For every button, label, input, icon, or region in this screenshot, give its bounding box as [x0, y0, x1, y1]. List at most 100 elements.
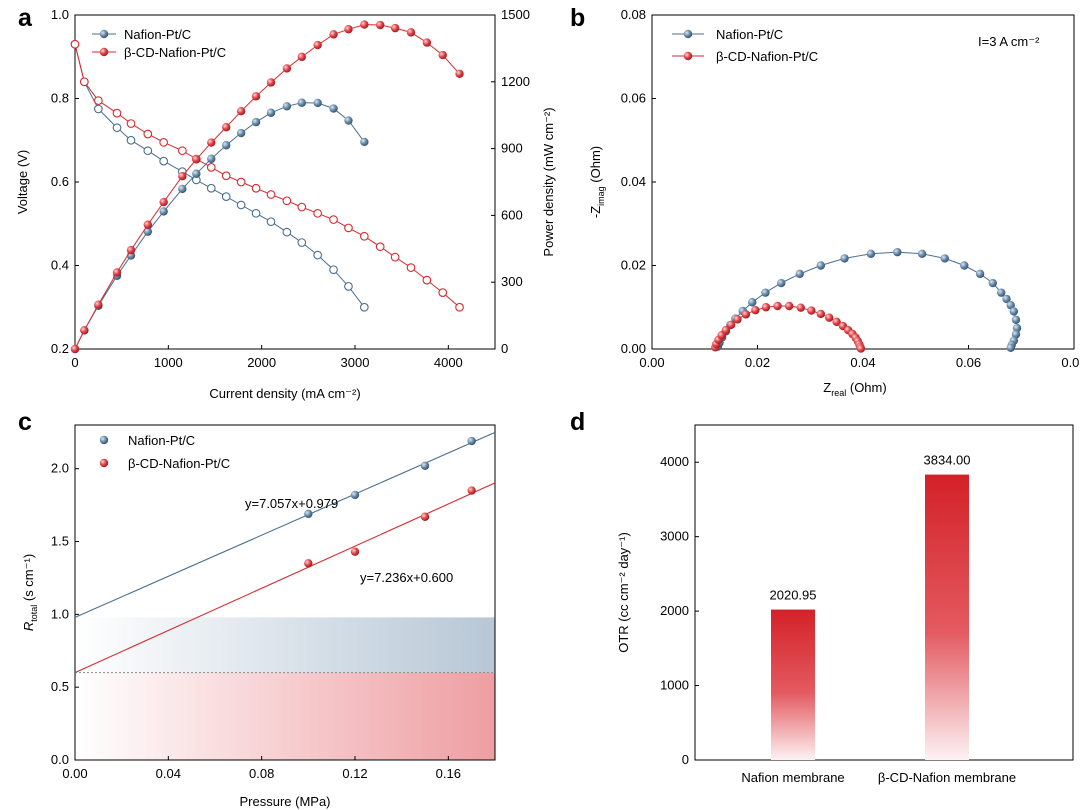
data-point-a: [236, 106, 246, 116]
legend-marker-a: [99, 47, 109, 57]
data-point-a: [221, 171, 231, 181]
y-tick-label-b: 0.02: [621, 258, 646, 273]
series-line-a: [74, 24, 460, 350]
x-tick-label-a: 3000: [341, 355, 370, 370]
data-point-a: [126, 135, 136, 145]
data-point-b: [816, 309, 825, 319]
plot-frame-b: [651, 14, 1075, 350]
bar-value-label-d: 2020.95: [770, 588, 817, 603]
y-tick-label-c: 1.0: [51, 606, 69, 621]
data-point-a: [207, 138, 216, 147]
data-point-b: [807, 306, 816, 315]
data-point-a: [251, 117, 261, 127]
data-point-a: [251, 208, 261, 218]
panel-label-d: d: [570, 408, 585, 436]
series-line-a: [74, 44, 365, 308]
data-point-b: [796, 303, 805, 312]
data-point-a: [360, 20, 369, 29]
y-tick-label-a: 0.6: [51, 174, 69, 189]
data-point-a: [126, 245, 136, 255]
data-point-a: [297, 52, 306, 62]
data-point-a: [178, 172, 187, 181]
data-point-b: [777, 278, 786, 288]
plot-frame-d: [694, 424, 1074, 761]
data-point-c: [304, 559, 313, 568]
y-tick-label-c: 0.0: [51, 752, 69, 767]
data-point-b: [761, 288, 770, 297]
y2-axis-label-a: Power density (mW cm⁻²): [541, 107, 556, 256]
x-tick-label-c: 0.12: [342, 766, 367, 781]
data-point-a: [329, 104, 338, 113]
data-point-b: [795, 269, 804, 279]
data-point-a: [159, 156, 169, 166]
data-point-b: [940, 254, 949, 263]
data-point-b: [784, 301, 794, 311]
data-point-b: [856, 344, 866, 353]
y-tick-label-d: 1000: [660, 678, 689, 693]
y2-tick-label-a: 1500: [501, 7, 530, 22]
y-tick-label-c: 2.0: [51, 461, 69, 476]
data-point-a: [159, 207, 168, 216]
panel-b: b 0.00 0.02 0.04 0.06 0.08 0.00 0.02 0.04 0.06 0.0…: [570, 4, 1080, 398]
data-point-a: [406, 28, 416, 37]
data-point-a: [390, 23, 400, 33]
y-tick-label-b: 0.04: [621, 174, 646, 189]
data-point-a: [282, 227, 292, 237]
legend-label-b: Nafion-Pt/C: [716, 27, 783, 42]
data-point-a: [192, 155, 201, 164]
y2-tick-label-a: 1200: [501, 74, 530, 89]
data-point-a: [192, 169, 201, 178]
data-point-a: [177, 146, 187, 156]
data-point-a: [282, 64, 292, 73]
panel-d: d 0 1000 2000 3000 4000 OTR (cc cm⁻² day⁻¹) 202…: [570, 408, 1074, 785]
legend-label-c: β-CD-Nafion-Pt/C: [128, 456, 230, 471]
data-point-a: [207, 154, 216, 164]
x-tick-label-a: 1000: [154, 355, 183, 370]
data-point-a: [112, 268, 122, 277]
x-axis-label-c: Pressure (MPa): [239, 794, 330, 809]
data-point-a: [206, 183, 216, 193]
series-line-a: [74, 102, 365, 350]
data-point-a: [112, 108, 122, 118]
panel-label-b: b: [570, 4, 585, 32]
y-tick-label-b: 0.00: [621, 341, 646, 356]
legend-label-a: β-CD-Nafion-Pt/C: [124, 45, 226, 60]
fit-label-red: y=7.236x+0.600: [360, 570, 453, 585]
data-point-a: [143, 129, 153, 139]
x-tick-label-c: 0.08: [249, 766, 274, 781]
data-point-a: [390, 252, 400, 262]
y-tick-label-b: 0.06: [621, 91, 646, 106]
x-axis-label-b: Zreal (Ohm): [823, 380, 886, 398]
legend-label-a: Nafion-Pt/C: [124, 27, 191, 42]
y-axis-label-b: -Zimag (Ohm): [588, 146, 606, 218]
legend-label-b: β-CD-Nafion-Pt/C: [716, 49, 818, 64]
y-tick-label-a: 0.4: [51, 258, 69, 273]
data-point-b: [751, 305, 760, 315]
data-point-b: [1009, 307, 1019, 316]
data-point-a: [143, 146, 153, 156]
data-point-b: [988, 278, 997, 288]
data-point-a: [422, 275, 432, 285]
data-point-a: [344, 223, 353, 233]
y2-tick-label-a: 0: [501, 341, 508, 356]
data-point-a: [313, 250, 323, 260]
legend-marker-b: [683, 29, 693, 39]
data-point-b: [866, 249, 876, 259]
data-point-a: [376, 20, 385, 30]
data-point-a: [282, 196, 292, 206]
y-tick-label-d: 2000: [660, 603, 689, 618]
x-axis-label-a: Current density (mA cm⁻²): [209, 386, 360, 401]
data-point-b: [997, 288, 1006, 297]
data-point-b: [726, 320, 736, 329]
data-point-b: [816, 261, 825, 270]
data-point-b: [773, 301, 782, 311]
data-point-c: [420, 461, 430, 470]
data-point-a: [236, 177, 246, 187]
data-point-a: [94, 300, 103, 309]
panel-label-c: c: [18, 408, 32, 436]
data-point-b: [832, 317, 841, 327]
x-tick-label-c: 0.04: [156, 766, 181, 781]
data-point-a: [126, 119, 136, 128]
data-point-a: [159, 137, 169, 147]
